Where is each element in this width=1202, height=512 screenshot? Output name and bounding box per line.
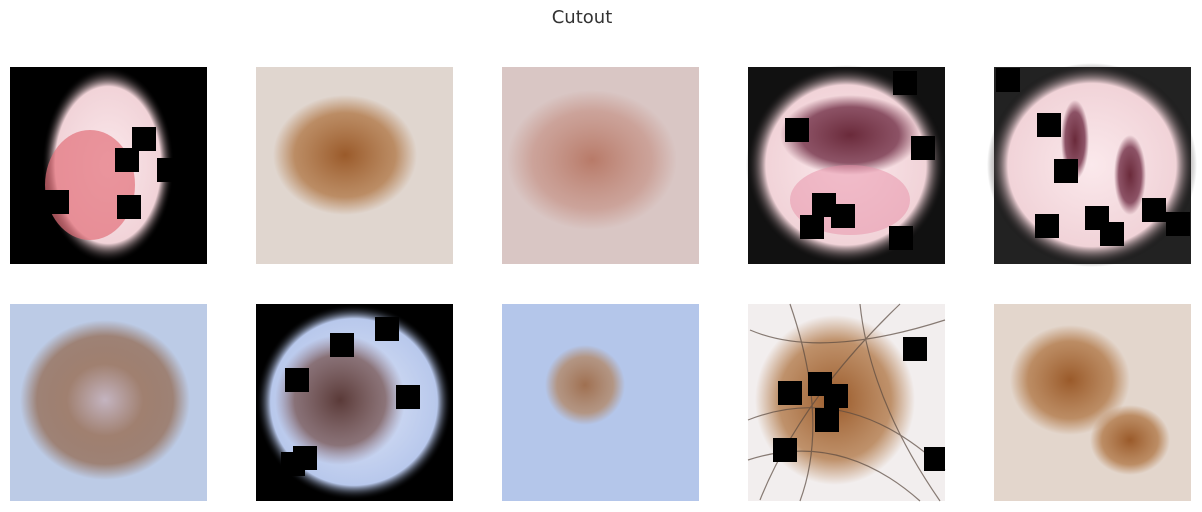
image-tile [747,303,946,502]
image-tile [256,67,453,264]
image-tile [502,304,699,501]
image-tile [502,67,699,264]
image-tile [746,65,946,265]
image-tile [256,304,453,501]
image-tile [10,304,207,501]
image-tile [987,63,1197,267]
figure-title: Cutout [552,7,613,28]
image-tile [994,304,1191,501]
image-grid [10,63,1197,502]
image-tile [10,67,207,264]
